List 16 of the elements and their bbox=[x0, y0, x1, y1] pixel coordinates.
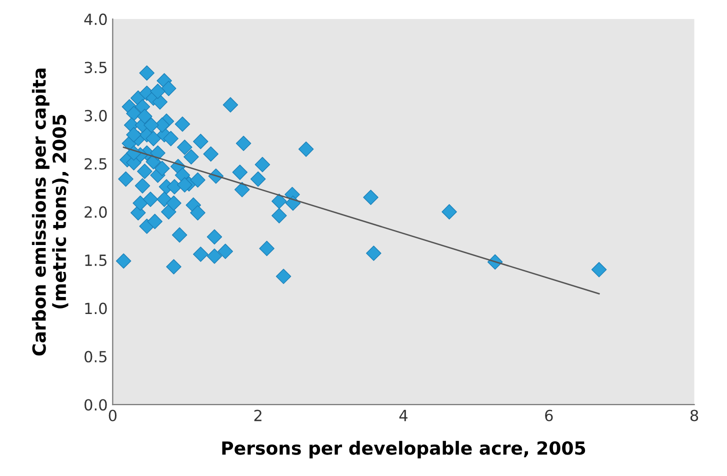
x-tick-label: 0 bbox=[108, 410, 117, 422]
y-axis-title: Carbon emissions per capita (metric tons), 2005 bbox=[32, 68, 68, 356]
x-tick-label: 2 bbox=[254, 410, 262, 422]
x-axis-title: Persons per developable acre, 2005 bbox=[222, 440, 586, 458]
x-tick-label: 6 bbox=[545, 410, 553, 422]
y-tick-label: 3.5 bbox=[84, 62, 106, 74]
y-tick-label: 1.0 bbox=[85, 302, 107, 314]
y-tick-label: 3.0 bbox=[84, 110, 107, 122]
y-tick-label: 0.0 bbox=[84, 399, 107, 411]
y-tick-label: 4.0 bbox=[84, 14, 107, 26]
x-tick-label: 8 bbox=[690, 410, 698, 422]
y-tick-label: 0.5 bbox=[84, 350, 106, 362]
x-tick-label: 4 bbox=[399, 410, 408, 422]
y-tick-label: 2.5 bbox=[84, 158, 106, 170]
y-tick-label: 2.0 bbox=[84, 206, 107, 218]
y-tick-label: 1.5 bbox=[85, 254, 106, 266]
